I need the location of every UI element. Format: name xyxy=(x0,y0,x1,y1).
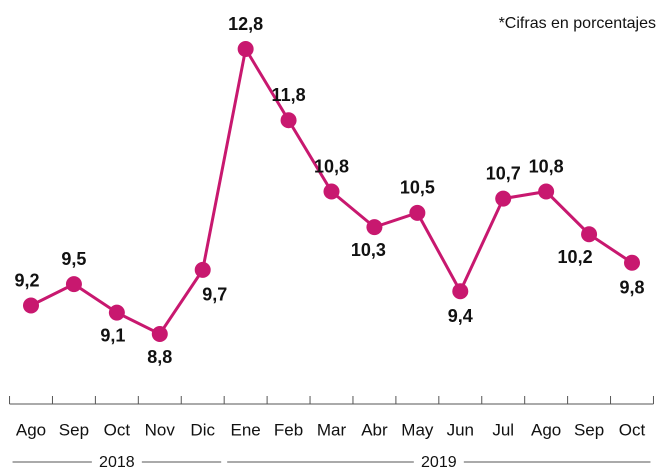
point xyxy=(624,254,640,271)
x-tick-label: Jul xyxy=(492,420,514,439)
value-label: 10,7 xyxy=(486,163,521,183)
year-label: 2019 xyxy=(421,454,457,471)
point xyxy=(194,261,211,278)
point xyxy=(65,276,82,293)
annotation: *Cifras en porcentajes xyxy=(499,15,656,32)
x-tick-label: Oct xyxy=(619,420,646,439)
x-tick-label: Ago xyxy=(531,420,561,439)
value-label: 10,8 xyxy=(314,156,349,176)
x-tick-label: Ene xyxy=(231,420,261,439)
point xyxy=(108,304,125,321)
value-label: 9,5 xyxy=(61,249,86,269)
point xyxy=(280,112,297,129)
value-label: 10,5 xyxy=(400,178,435,198)
value-label: 12,8 xyxy=(228,14,263,34)
x-tick-label: Mar xyxy=(317,420,347,439)
value-label: 10,2 xyxy=(558,247,593,267)
point xyxy=(366,219,383,236)
x-tick-label: Jun xyxy=(447,420,474,439)
value-label: 10,8 xyxy=(529,156,564,176)
x-tick-label: Sep xyxy=(59,420,89,439)
point xyxy=(323,183,340,200)
x-tick-label: Sep xyxy=(574,420,604,439)
x-tick-label: Ago xyxy=(16,420,46,439)
point xyxy=(23,297,39,314)
point xyxy=(581,226,598,243)
value-label: 10,3 xyxy=(351,240,386,260)
year-label: 2018 xyxy=(99,454,135,471)
point xyxy=(538,183,555,200)
value-label: 9,7 xyxy=(202,285,227,305)
point xyxy=(151,326,168,342)
value-label: 9,8 xyxy=(619,278,644,298)
x-tick-label: Abr xyxy=(361,420,388,439)
point xyxy=(495,190,512,207)
point xyxy=(452,283,469,300)
value-label: 9,4 xyxy=(448,306,473,326)
point xyxy=(409,204,426,221)
point xyxy=(237,41,254,57)
x-tick-label: Feb xyxy=(274,420,303,439)
value-label: 11,8 xyxy=(272,85,306,105)
x-tick-label: Oct xyxy=(104,420,131,439)
value-label: 9,2 xyxy=(14,270,39,290)
x-tick-label: May xyxy=(401,420,434,439)
value-label: 9,1 xyxy=(100,325,125,345)
x-tick-label: Nov xyxy=(145,420,176,439)
x-tick-label: Dic xyxy=(190,420,215,439)
value-label: 8,8 xyxy=(147,347,172,367)
